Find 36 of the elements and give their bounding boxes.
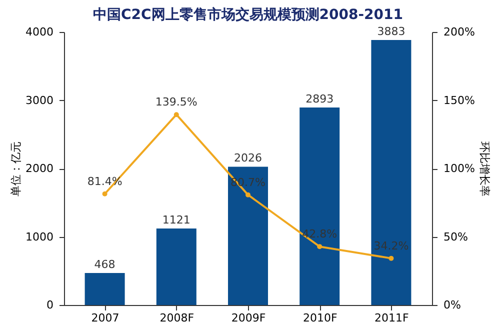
y-axis-title: 单位：亿元: [10, 142, 23, 196]
x-tick-label: 2008F: [160, 312, 194, 324]
y2-tick-label: 150%: [444, 94, 475, 107]
bar: [371, 40, 412, 305]
y2-tick-label: 200%: [444, 26, 475, 38]
point: [317, 244, 322, 250]
bar: [228, 166, 268, 305]
data-label: 3883: [377, 24, 406, 38]
data-label: 139.5%: [155, 96, 198, 109]
x-tick-label: 2007: [91, 312, 120, 324]
x-tick-label: 2010F: [302, 312, 338, 324]
y2-tick-label: 0%: [444, 298, 461, 312]
y-tick-label: 1000: [26, 230, 54, 244]
y-tick-label: 3000: [26, 94, 54, 107]
point: [388, 256, 394, 261]
bar: [300, 108, 340, 305]
bar: [156, 228, 196, 305]
data-label: 2026: [234, 152, 262, 165]
chart-title: 中国C2C网上零售市场交易规模预测2008-2011: [92, 6, 404, 23]
bar: [84, 273, 125, 305]
data-label: 2893: [306, 92, 334, 106]
y-tick-label: 0: [46, 298, 54, 312]
point: [102, 191, 108, 196]
data-label: 34.2%: [374, 239, 409, 252]
y-tick-label: 2000: [26, 162, 54, 175]
point: [246, 192, 250, 198]
x-tick-label: 2009F: [231, 312, 266, 324]
y2-axis-title: 环比增长率: [478, 142, 491, 196]
data-label: 1121: [162, 213, 190, 226]
point: [174, 112, 179, 118]
data-label: 468: [94, 258, 116, 272]
x-tick-label: 2011F: [374, 312, 409, 324]
data-label: 42.8%: [302, 228, 338, 241]
y2-tick-label: 100%: [444, 162, 475, 175]
y2-tick-label: 50%: [444, 230, 468, 244]
y-tick-label: 4000: [26, 26, 54, 38]
